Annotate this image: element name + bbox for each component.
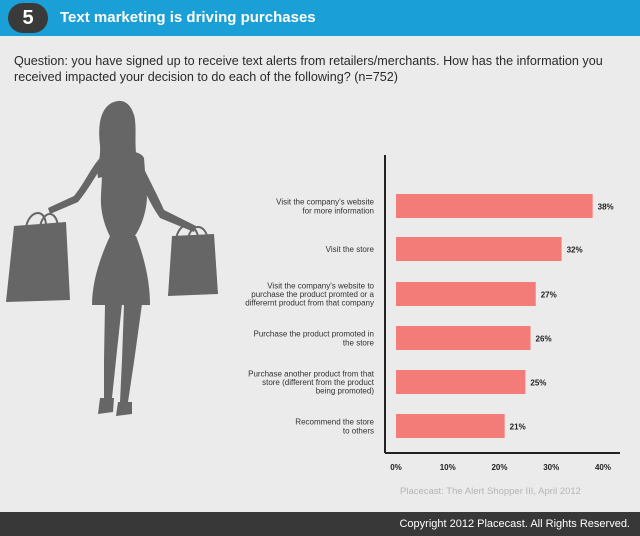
- category-label-2: Visit the company's website to purchase t…: [245, 281, 374, 307]
- shopper-silhouette-image: [6, 100, 218, 416]
- bar-5: [396, 414, 505, 438]
- x-tick-label-2: 20%: [491, 463, 507, 472]
- bar-1: [396, 237, 562, 261]
- bar-2: [396, 282, 536, 306]
- header-bar: 5 Text marketing is driving purchases: [0, 0, 640, 36]
- survey-question: Question: you have signed up to receive …: [14, 54, 603, 84]
- x-tick-label-1: 10%: [440, 463, 456, 472]
- value-label-2: 27%: [541, 291, 557, 300]
- category-label-0: Visit the company's website for more info…: [276, 198, 374, 216]
- x-tick-label-4: 40%: [595, 463, 611, 472]
- source-note: Placecast: The Alert Shopper III, April …: [400, 486, 581, 497]
- value-label-0: 38%: [598, 203, 614, 212]
- value-label-3: 26%: [536, 335, 552, 344]
- value-label-4: 25%: [530, 379, 546, 388]
- footer-bar: Copyright 2012 Placecast. All Rights Res…: [0, 512, 640, 536]
- category-label-3: Purchase the product promoted in the stor…: [253, 330, 374, 348]
- page-title: Text marketing is driving purchases: [60, 9, 316, 26]
- copyright-text: Copyright 2012 Placecast. All Rights Res…: [399, 518, 630, 530]
- bar-4: [396, 370, 526, 394]
- category-label-5: Recommend the store to others: [295, 418, 374, 436]
- x-tick-label-0: 0%: [390, 463, 402, 472]
- bar-0: [396, 194, 593, 218]
- value-label-1: 32%: [567, 246, 583, 255]
- category-label-4: Purchase another product from that store …: [248, 369, 375, 395]
- value-label-5: 21%: [510, 423, 526, 432]
- section-number-badge: 5: [8, 3, 48, 33]
- bar-3: [396, 326, 531, 350]
- category-label-1: Visit the store: [326, 245, 375, 254]
- x-tick-label-3: 30%: [543, 463, 559, 472]
